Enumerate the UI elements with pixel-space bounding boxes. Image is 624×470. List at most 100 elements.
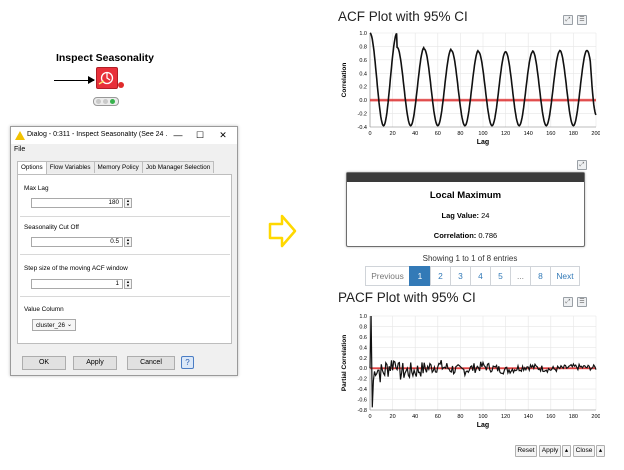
status-light-yellow-icon: [103, 99, 108, 104]
local-max-expand-icon[interactable]: ⤢: [577, 160, 587, 170]
node-status-traffic-light: [93, 97, 119, 106]
cutoff-input[interactable]: 0.5 ▲ ▼: [31, 237, 132, 247]
local-maximum-card: Local Maximum Lag Value: 24 Correlation:…: [346, 172, 585, 247]
acf-y-tick-label: 0.4: [359, 71, 367, 77]
maximize-button[interactable]: ☐: [195, 130, 205, 140]
value-column-select[interactable]: cluster_26 ⌄: [32, 319, 76, 331]
pacf-x-tick-label: 180: [569, 414, 578, 420]
acf-x-tick-label: 0: [368, 131, 371, 137]
pacf-y-axis-label: Partial Correlation: [341, 335, 348, 391]
pacf-y-tick-label: 0.6: [359, 335, 367, 341]
pacf-expand-icon[interactable]: ⤢: [563, 297, 573, 307]
apply-dropdown-icon[interactable]: ▴: [562, 445, 571, 457]
acf-x-tick-label: 20: [390, 131, 396, 137]
view-reset-button[interactable]: Reset: [515, 445, 537, 457]
chevron-down-icon: ⌄: [66, 322, 72, 328]
max-lag-spinner-icon[interactable]: ▲ ▼: [124, 198, 132, 208]
acf-x-tick-label: 160: [546, 131, 555, 137]
acf-y-tick-label: 0.0: [359, 98, 367, 104]
max-lag-input[interactable]: 180 ▲ ▼: [31, 198, 132, 208]
node-title: Inspect Seasonality: [55, 52, 155, 64]
acf-expand-icon[interactable]: ⤢: [563, 15, 573, 25]
close-button[interactable]: ✕: [219, 130, 227, 140]
view-close-button[interactable]: Close: [573, 445, 595, 457]
status-light-green-icon: [110, 99, 115, 104]
pacf-y-tick-label: 1.0: [359, 314, 367, 320]
menu-file[interactable]: File: [14, 146, 26, 153]
minimize-button[interactable]: —: [173, 130, 183, 140]
close-dropdown-icon[interactable]: ▴: [596, 445, 605, 457]
local-maximum-header-bar: [347, 173, 584, 182]
help-button[interactable]: ?: [181, 356, 194, 369]
correlation-row: Correlation: 0.786: [347, 231, 584, 240]
inspect-seasonality-node[interactable]: [96, 67, 118, 89]
pagination-ellipsis: ...: [510, 266, 531, 286]
pacf-x-tick-label: 60: [435, 414, 441, 420]
acf-x-tick-label: 60: [435, 131, 441, 137]
tab-options[interactable]: Options: [17, 161, 47, 174]
step-size-label: Step size of the moving ACF window: [24, 265, 128, 272]
step-size-spinner-icon[interactable]: ▲ ▼: [124, 279, 132, 289]
pacf-x-tick-label: 0: [368, 414, 371, 420]
pagination-previous[interactable]: Previous: [365, 266, 410, 286]
pagination-page-5[interactable]: 5: [490, 266, 511, 286]
cancel-button[interactable]: Cancel: [127, 356, 175, 370]
pacf-y-tick-label: 0.2: [359, 356, 367, 362]
node-input-connection: [54, 80, 94, 81]
status-light-red-icon: [96, 99, 101, 104]
cutoff-value: 0.5: [110, 238, 119, 245]
node-output-port[interactable]: [118, 82, 124, 88]
dialog-titlebar[interactable]: Dialog - 0:311 - Inspect Seasonality (Se…: [11, 127, 237, 144]
acf-y-tick-label: -0.2: [358, 112, 367, 118]
correlation-value: 0.786: [478, 231, 498, 240]
options-panel: Max Lag 180 ▲ ▼ Seasonality Cut Off 0.5 ▲…: [17, 174, 232, 344]
dialog-title: Dialog - 0:311 - Inspect Seasonality (Se…: [27, 131, 167, 138]
value-column-group: Value Column cluster_26 ⌄: [20, 297, 230, 341]
acf-x-tick-label: 140: [524, 131, 533, 137]
tab-flow-variables[interactable]: Flow Variables: [45, 161, 95, 173]
acf-chart: -0.4 -0.2 0.0 0.2 0.4 0.6 0.8 1.0 0 20 40 60 80 100 12…: [341, 31, 600, 146]
pagination-page-3[interactable]: 3: [450, 266, 471, 286]
pagination-page-1[interactable]: 1: [409, 266, 431, 286]
pacf-x-tick-label: 40: [412, 414, 418, 420]
tab-memory-policy[interactable]: Memory Policy: [93, 161, 143, 173]
value-column-label: Value Column: [24, 306, 64, 313]
pagination: Previous 1 2 3 4 5 ... 8 Next: [365, 266, 580, 286]
pagination-page-8[interactable]: 8: [530, 266, 551, 286]
acf-x-axis-label: Lag: [477, 139, 489, 146]
acf-y-tick-label: -0.4: [358, 125, 367, 131]
pacf-x-tick-label: 140: [524, 414, 533, 420]
value-column-value: cluster_26: [36, 322, 66, 329]
pacf-x-tick-label: 80: [457, 414, 463, 420]
seasonality-node-icon: [98, 71, 114, 85]
acf-x-tick-label: 40: [412, 131, 418, 137]
pagination-next[interactable]: Next: [550, 266, 580, 286]
pacf-x-axis-label: Lag: [477, 422, 489, 429]
pacf-y-tick-label: -0.2: [358, 377, 367, 383]
tab-job-manager-selection[interactable]: Job Manager Selection: [141, 161, 215, 173]
step-size-input[interactable]: 1 ▲ ▼: [31, 279, 132, 289]
correlation-label: Correlation:: [433, 231, 477, 240]
lag-value: 24: [481, 211, 490, 220]
dialog-tabs: Options Flow Variables Memory Policy Job…: [17, 161, 215, 174]
pacf-y-tick-label: 0.0: [359, 366, 367, 372]
max-lag-group: Max Lag 180 ▲ ▼: [20, 177, 230, 217]
cutoff-spinner-icon[interactable]: ▲ ▼: [124, 237, 132, 247]
entries-info: Showing 1 to 1 of 8 entries: [422, 254, 518, 263]
acf-menu-icon[interactable]: ☰: [577, 15, 587, 25]
pagination-page-2[interactable]: 2: [430, 266, 451, 286]
acf-x-tick-label: 180: [569, 131, 578, 137]
lag-value-label: Lag Value:: [441, 211, 480, 220]
node-input-arrow-icon: [88, 76, 95, 84]
ok-button[interactable]: OK: [22, 356, 66, 370]
apply-button[interactable]: Apply: [73, 356, 117, 370]
view-apply-button[interactable]: Apply: [539, 445, 561, 457]
pacf-x-tick-label: 120: [501, 414, 510, 420]
step-size-value: 1: [115, 280, 119, 287]
acf-x-tick-label: 80: [457, 131, 463, 137]
pacf-menu-icon[interactable]: ☰: [577, 297, 587, 307]
pagination-page-4[interactable]: 4: [470, 266, 491, 286]
acf-y-axis-label: Correlation: [341, 63, 348, 98]
result-arrow-icon: [268, 214, 297, 248]
acf-y-tick-label: 1.0: [359, 31, 367, 37]
